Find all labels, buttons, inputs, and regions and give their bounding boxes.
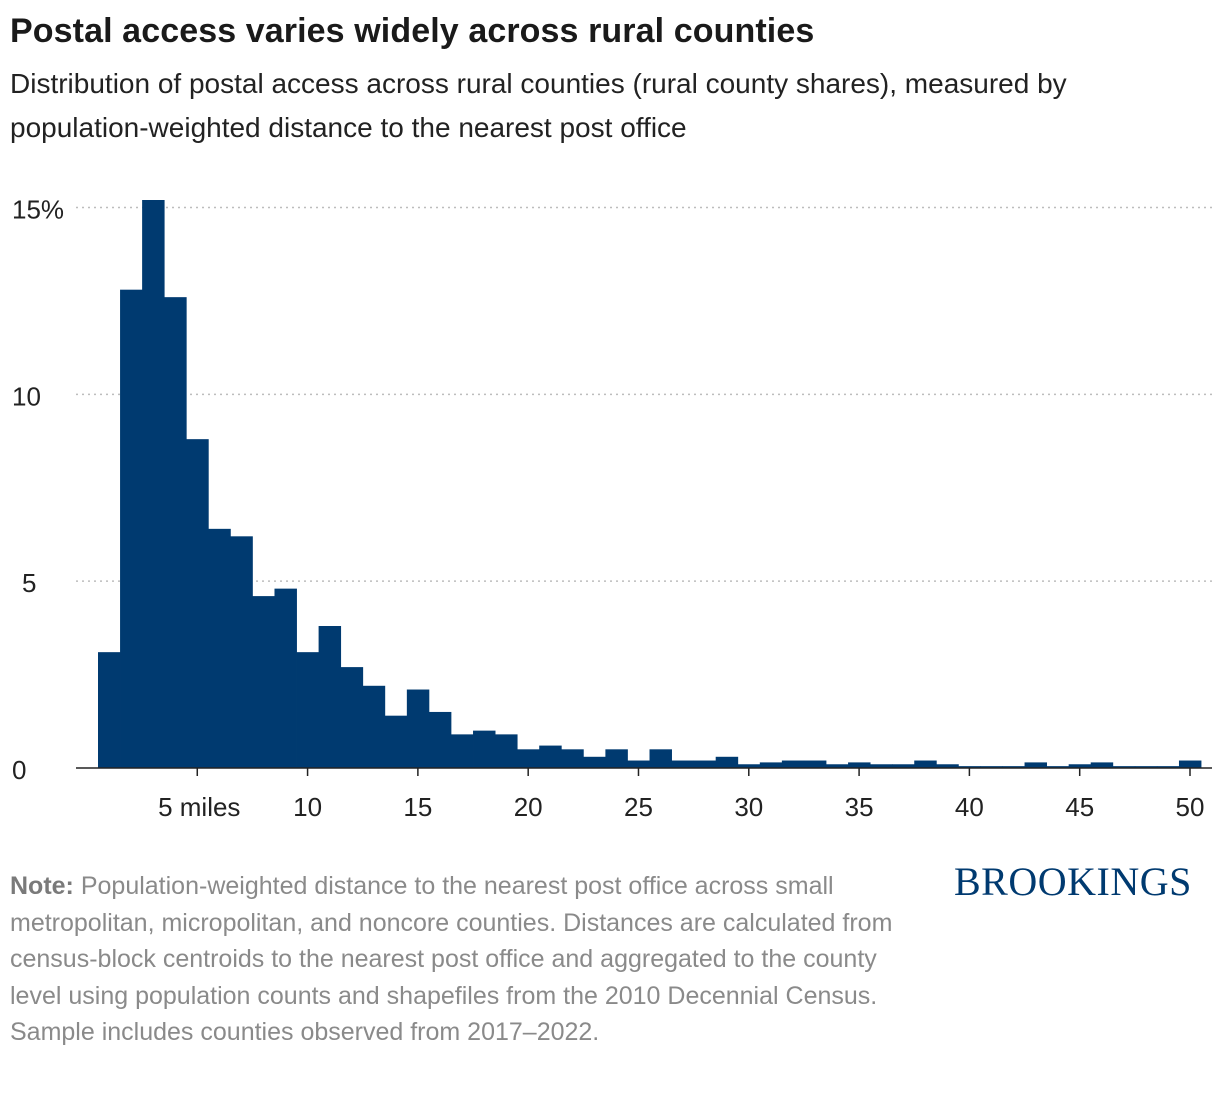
histogram-bar bbox=[362, 685, 386, 768]
histogram-bar bbox=[561, 749, 584, 768]
histogram-bar bbox=[406, 689, 430, 768]
histogram-bar bbox=[208, 528, 231, 768]
histogram-bar bbox=[186, 439, 209, 768]
histogram-bar bbox=[120, 289, 143, 768]
note-text: Population-weighted distance to the near… bbox=[10, 872, 893, 1046]
histogram-bar bbox=[1068, 764, 1092, 768]
histogram-bar bbox=[296, 652, 320, 768]
histogram-bar bbox=[826, 764, 849, 768]
histogram-bar bbox=[98, 652, 121, 768]
histogram-bar bbox=[737, 764, 761, 768]
histogram-bar bbox=[142, 200, 165, 768]
x-tick-label: 40 bbox=[955, 792, 984, 822]
y-tick-label: 0 bbox=[12, 755, 26, 785]
histogram-bar bbox=[1178, 760, 1202, 768]
histogram-bar bbox=[473, 730, 496, 768]
chart-title: Postal access varies widely across rural… bbox=[10, 12, 815, 50]
histogram-bar bbox=[892, 764, 915, 768]
histogram-bar bbox=[936, 764, 959, 768]
histogram-bar bbox=[803, 760, 827, 768]
histogram-bar bbox=[693, 760, 717, 768]
histogram-bar bbox=[517, 749, 540, 768]
histogram-bar bbox=[428, 711, 452, 768]
histogram-bar bbox=[715, 756, 739, 768]
x-tick-label: 10 bbox=[293, 792, 322, 822]
x-tick-label: 15 bbox=[403, 792, 432, 822]
histogram-bar bbox=[230, 536, 253, 768]
histogram-bar bbox=[252, 596, 275, 768]
y-tick-label: 5 bbox=[22, 568, 36, 598]
histogram-bar bbox=[781, 760, 805, 768]
x-tick-label: 30 bbox=[734, 792, 763, 822]
histogram-bar bbox=[1134, 766, 1158, 768]
histogram-bar bbox=[1090, 762, 1114, 768]
x-tick-label: 35 bbox=[845, 792, 874, 822]
x-tick-label: 25 bbox=[624, 792, 653, 822]
histogram-bar bbox=[958, 766, 981, 768]
histogram-bar bbox=[870, 764, 893, 768]
x-tick-label: 50 bbox=[1176, 792, 1205, 822]
histogram-bar bbox=[539, 745, 562, 768]
x-axis-ticks: 5 miles 10 15 20 25 30 35 40 45 50 bbox=[158, 768, 1204, 822]
histogram-bar bbox=[649, 749, 672, 768]
histogram-bars bbox=[98, 200, 1202, 768]
histogram-bar bbox=[671, 760, 695, 768]
histogram-bar bbox=[1156, 766, 1180, 768]
x-tick-label: 5 miles bbox=[158, 792, 240, 822]
histogram-bar bbox=[1024, 762, 1048, 768]
histogram-bar bbox=[495, 734, 518, 768]
histogram-bar bbox=[627, 760, 650, 768]
histogram-chart: 5 miles 10 15 20 25 30 35 40 45 50 0 5 10 15% bbox=[12, 194, 1212, 822]
note-label: Note: bbox=[10, 872, 74, 900]
x-tick-label: 20 bbox=[514, 792, 543, 822]
histogram-bar bbox=[848, 762, 871, 768]
histogram-bar bbox=[605, 749, 628, 768]
histogram-bar bbox=[318, 626, 342, 768]
chart-note: Note: Population-weighted distance to th… bbox=[10, 868, 910, 1051]
brookings-logo: BROOKINGS bbox=[954, 859, 1192, 904]
histogram-bar bbox=[583, 756, 606, 768]
y-axis-ticks: 0 5 10 15% bbox=[12, 194, 64, 785]
histogram-bar bbox=[450, 734, 474, 768]
histogram-bar bbox=[759, 762, 783, 768]
chart-subtitle: Distribution of postal access across rur… bbox=[10, 68, 1067, 143]
histogram-bar bbox=[274, 588, 297, 768]
histogram-bar bbox=[980, 766, 1003, 768]
histogram-bar bbox=[914, 760, 937, 768]
histogram-bar bbox=[1112, 766, 1136, 768]
histogram-bar bbox=[384, 715, 408, 768]
histogram-bar bbox=[1002, 766, 1025, 768]
y-tick-label: 10 bbox=[12, 381, 41, 411]
gridlines bbox=[76, 206, 1212, 582]
histogram-bar bbox=[340, 667, 364, 768]
y-tick-label: 15% bbox=[12, 194, 64, 224]
histogram-bar bbox=[164, 297, 187, 768]
x-tick-label: 45 bbox=[1065, 792, 1094, 822]
histogram-bar bbox=[1046, 766, 1070, 768]
